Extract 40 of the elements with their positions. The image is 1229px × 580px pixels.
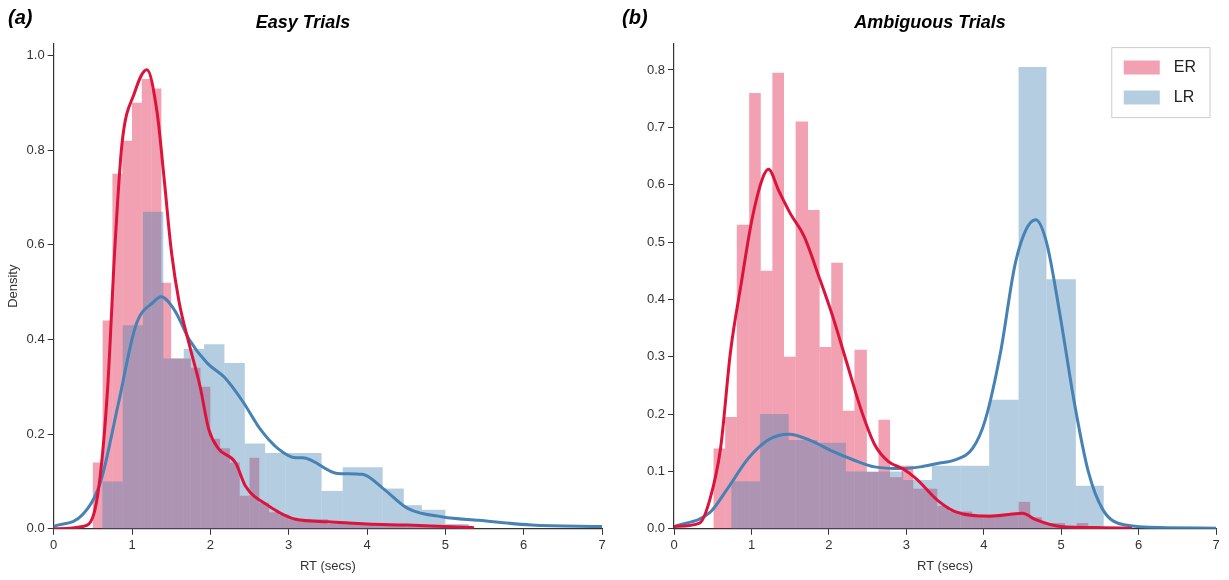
y-tick-label: 0.7 xyxy=(646,118,666,134)
x-tick-label: 6 xyxy=(520,537,528,553)
y-tick-label: 0.3 xyxy=(646,348,666,364)
y-tick-label: 1.0 xyxy=(26,47,45,63)
text: (b) xyxy=(622,5,648,28)
x-tick-label: 2 xyxy=(206,537,214,553)
legend-label: ER xyxy=(1173,58,1197,76)
x-tick-label: 0 xyxy=(50,537,58,553)
x-tick-label: 7 xyxy=(598,537,606,553)
x-tick-label: 5 xyxy=(441,537,449,553)
x-axis-title: RT (secs) xyxy=(917,557,973,573)
legend-label: LR xyxy=(1173,88,1195,106)
x-tick-label: 4 xyxy=(980,537,988,553)
x-tick-label: 3 xyxy=(285,537,293,553)
x-tick-label: 5 xyxy=(1057,537,1065,553)
x-tick-label: 7 xyxy=(1212,537,1220,553)
x-tick-label: 4 xyxy=(363,537,371,553)
x-tick-label: 2 xyxy=(825,537,833,553)
y-tick-label: 0.0 xyxy=(26,520,45,536)
x-tick-label: 3 xyxy=(902,537,910,553)
y-axis-title: Density xyxy=(5,264,21,308)
chart-title: Easy Trials xyxy=(255,11,351,32)
chart-title: Ambiguous Trials xyxy=(853,11,1006,32)
y-tick-label: 0.2 xyxy=(26,425,45,441)
x-tick-label: 6 xyxy=(1134,537,1143,553)
y-tick-label: 0.5 xyxy=(646,233,666,249)
y-tick-label: 0.4 xyxy=(646,290,666,306)
y-tick-label: 0.2 xyxy=(646,405,666,421)
x-axis-title: RT (secs) xyxy=(299,557,356,573)
y-tick-label: 0.6 xyxy=(26,236,45,252)
x-tick-label: 1 xyxy=(128,537,136,553)
y-tick-label: 0.8 xyxy=(26,141,45,157)
y-tick-label: 0.4 xyxy=(26,331,45,347)
y-tick-label: 0.1 xyxy=(646,463,666,479)
y-tick-label: 0.6 xyxy=(646,176,666,192)
text: (a) xyxy=(8,5,33,28)
y-tick-label: 0.0 xyxy=(646,520,666,536)
x-tick-label: 1 xyxy=(747,537,756,553)
y-tick-label: 0.8 xyxy=(646,61,666,77)
x-tick-label: 0 xyxy=(670,537,678,553)
